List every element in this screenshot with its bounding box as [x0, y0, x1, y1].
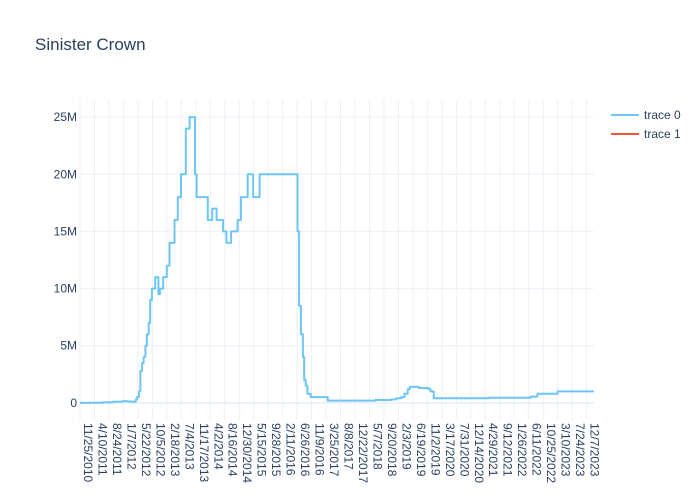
- legend-label-trace-0: trace 0: [644, 108, 681, 122]
- grid: [79, 100, 594, 420]
- x-tick-label: 6/11/2022: [530, 423, 544, 476]
- x-tick-label: 6/19/2019: [414, 423, 428, 477]
- chart-title: Sinister Crown: [35, 35, 146, 54]
- x-tick-label: 5/7/2018: [370, 423, 384, 470]
- y-tick-label: 20M: [54, 167, 77, 181]
- x-tick-label: 7/31/2020: [457, 423, 471, 477]
- x-tick-label: 3/17/2020: [443, 423, 457, 477]
- x-tick-label: 5/22/2012: [139, 423, 153, 477]
- legend[interactable]: trace 0 trace 1: [611, 108, 681, 141]
- x-tick-label: 1/26/2022: [515, 423, 529, 477]
- x-tick-label: 9/12/2021: [501, 423, 515, 477]
- x-tick-label: 9/20/2018: [385, 423, 399, 477]
- y-tick-label: 0: [70, 396, 77, 410]
- x-tick-label: 3/25/2017: [327, 423, 341, 477]
- series-line-trace-0: [80, 116, 594, 404]
- x-tick-label: 9/28/2015: [269, 423, 283, 477]
- legend-item-trace-1[interactable]: trace 1: [611, 127, 681, 141]
- x-tick-label: 8/8/2017: [342, 423, 356, 470]
- x-tick-label: 10/25/2022: [544, 423, 558, 483]
- x-tick-label: 12/22/2017: [356, 423, 370, 483]
- x-tick-label: 11/17/2013: [197, 423, 211, 482]
- x-tick-label: 7/4/2013: [182, 423, 196, 470]
- legend-label-trace-1: trace 1: [644, 127, 681, 141]
- x-tick-label: 11/9/2016: [313, 423, 327, 476]
- x-tick-label: 11/25/2010: [81, 423, 95, 482]
- x-axis-ticks: 11/25/2010 4/10/2011 8/24/2011 1/7/2012 5/22…: [81, 423, 602, 483]
- x-tick-label: 8/16/2014: [226, 423, 240, 477]
- y-tick-label: 25M: [54, 110, 77, 124]
- x-tick-label: 12/7/2023: [588, 423, 602, 477]
- x-tick-label: 10/5/2012: [153, 423, 167, 477]
- x-tick-label: 2/11/2016: [284, 423, 298, 476]
- x-tick-label: 4/29/2021: [486, 423, 500, 477]
- x-tick-label: 5/15/2015: [255, 423, 269, 477]
- x-tick-label: 11/2/2019: [428, 423, 442, 476]
- x-tick-label: 3/10/2023: [559, 423, 573, 477]
- x-tick-label: 4/2/2014: [211, 423, 225, 470]
- x-tick-label: 12/14/2020: [472, 423, 486, 483]
- x-tick-label: 7/24/2023: [573, 423, 587, 477]
- x-tick-label: 1/7/2012: [124, 423, 138, 470]
- plot-area: [80, 116, 594, 404]
- y-axis-ticks: 0 5M 10M 15M 20M 25M: [54, 110, 78, 410]
- y-tick-label: 10M: [54, 282, 77, 296]
- x-tick-label: 6/26/2016: [298, 423, 312, 477]
- x-tick-label: 4/10/2011: [95, 423, 109, 476]
- y-tick-label: 5M: [60, 339, 77, 353]
- x-tick-label: 8/24/2011: [110, 423, 124, 476]
- x-tick-label: 2/3/2019: [399, 423, 413, 470]
- legend-item-trace-0[interactable]: trace 0: [611, 108, 681, 122]
- x-tick-label: 12/30/2014: [240, 423, 254, 483]
- y-tick-label: 15M: [54, 224, 77, 238]
- x-tick-label: 2/18/2013: [168, 423, 182, 477]
